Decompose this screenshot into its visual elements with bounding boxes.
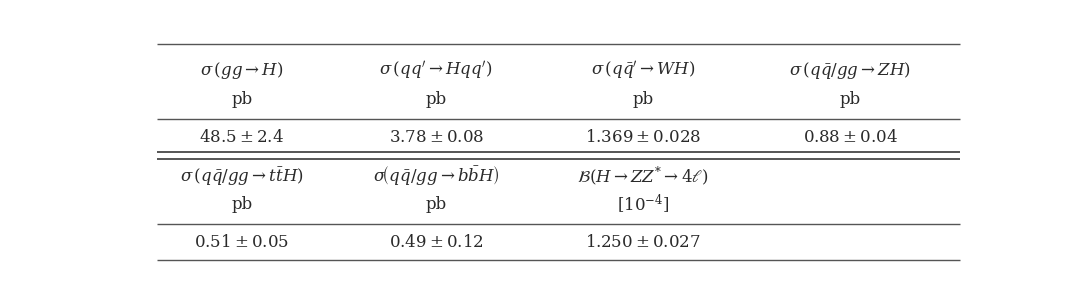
Text: $0.51 \pm 0.05$: $0.51 \pm 0.05$ <box>194 234 289 251</box>
Text: $0.49 \pm 0.12$: $0.49 \pm 0.12$ <box>389 234 484 251</box>
Text: $0.88 \pm 0.04$: $0.88 \pm 0.04$ <box>802 129 897 146</box>
Text: $1.250 \pm 0.027$: $1.250 \pm 0.027$ <box>585 234 701 251</box>
Text: $\sigma\,(qq^{\prime} \rightarrow Hqq^{\prime})$: $\sigma\,(qq^{\prime} \rightarrow Hqq^{\… <box>379 59 493 82</box>
Text: pb: pb <box>231 91 253 108</box>
Text: $48.5 \pm 2.4$: $48.5 \pm 2.4$ <box>199 129 284 146</box>
Text: $\sigma\,(q\bar{q}/gg \rightarrow ZH)$: $\sigma\,(q\bar{q}/gg \rightarrow ZH)$ <box>789 60 911 81</box>
Text: pb: pb <box>425 91 447 108</box>
Text: pb: pb <box>231 196 253 213</box>
Text: $3.78 \pm 0.08$: $3.78 \pm 0.08$ <box>388 129 484 146</box>
Text: $\sigma\,(gg \rightarrow H)$: $\sigma\,(gg \rightarrow H)$ <box>201 60 283 81</box>
Text: $\sigma\,(q\bar{q}/gg \rightarrow t\bar{t}H)$: $\sigma\,(q\bar{q}/gg \rightarrow t\bar{… <box>180 165 304 188</box>
Text: pb: pb <box>632 91 654 108</box>
Text: $1.369 \pm 0.028$: $1.369 \pm 0.028$ <box>585 129 701 146</box>
Text: $\sigma\!\left(q\bar{q}/gg \rightarrow b\bar{b}H\right)$: $\sigma\!\left(q\bar{q}/gg \rightarrow b… <box>373 164 499 188</box>
Text: pb: pb <box>425 196 447 213</box>
Text: $[10^{-4}]$: $[10^{-4}]$ <box>617 193 669 216</box>
Text: $\sigma\,(q\bar{q}^{\prime} \rightarrow WH)$: $\sigma\,(q\bar{q}^{\prime} \rightarrow … <box>591 59 695 82</box>
Text: pb: pb <box>839 91 861 108</box>
Text: $\mathcal{B}(H \rightarrow ZZ^{*} \rightarrow 4\ell)$: $\mathcal{B}(H \rightarrow ZZ^{*} \right… <box>578 165 708 188</box>
